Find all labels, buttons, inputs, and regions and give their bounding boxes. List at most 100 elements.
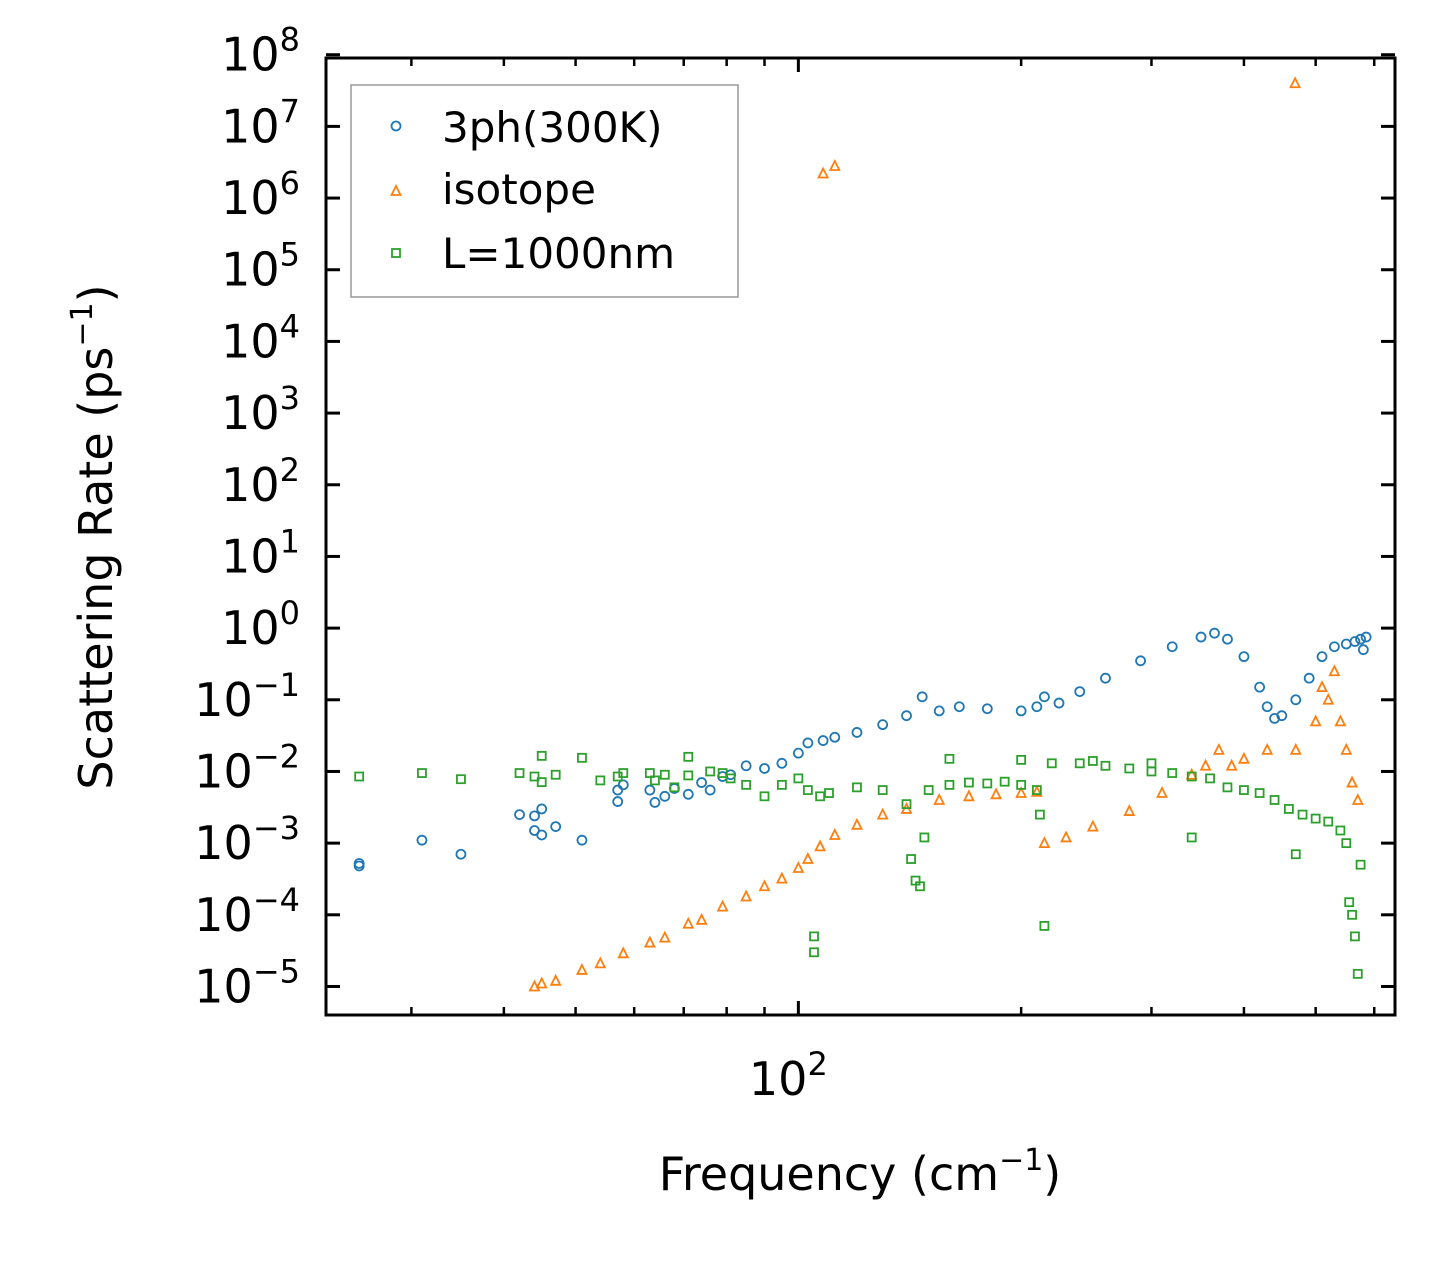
data-point bbox=[792, 860, 805, 873]
data-point bbox=[1237, 751, 1250, 764]
data-point bbox=[705, 766, 716, 777]
plot-frame bbox=[324, 56, 1397, 1017]
data-point bbox=[944, 753, 955, 764]
data-point bbox=[1360, 631, 1372, 643]
data-point bbox=[1030, 784, 1043, 797]
data-point bbox=[1031, 701, 1043, 713]
data-point bbox=[1357, 644, 1369, 656]
data-point bbox=[659, 769, 670, 780]
data-point bbox=[1254, 681, 1266, 693]
data-point bbox=[1276, 710, 1288, 722]
data-point bbox=[1135, 655, 1146, 667]
data-point bbox=[529, 771, 540, 782]
data-point bbox=[695, 912, 708, 925]
data-point bbox=[851, 817, 863, 830]
data-point bbox=[1053, 697, 1065, 709]
y-tick-label: 10−4 bbox=[194, 881, 300, 942]
data-point bbox=[650, 775, 660, 786]
data-point bbox=[953, 701, 965, 713]
data-point bbox=[1186, 832, 1197, 843]
data-point bbox=[923, 785, 934, 795]
data-point bbox=[1303, 672, 1315, 684]
data-point bbox=[514, 809, 525, 821]
legend-label-isotope: isotope bbox=[442, 165, 596, 214]
data-point bbox=[915, 881, 925, 892]
data-point bbox=[1289, 742, 1302, 755]
data-point bbox=[1185, 767, 1198, 780]
data-point bbox=[576, 834, 588, 846]
data-point bbox=[1016, 754, 1027, 765]
data-point bbox=[1310, 813, 1321, 824]
data-point bbox=[1074, 758, 1085, 769]
data-point bbox=[981, 703, 993, 715]
data-point bbox=[682, 916, 695, 929]
data-point bbox=[876, 807, 889, 820]
data-point bbox=[1166, 641, 1178, 653]
y-tick-label: 108 bbox=[221, 21, 300, 82]
data-point bbox=[1334, 714, 1347, 727]
data-point bbox=[1074, 686, 1086, 698]
data-point bbox=[1186, 771, 1197, 782]
data-point bbox=[1350, 931, 1360, 942]
data-point bbox=[1261, 701, 1273, 713]
data-point bbox=[549, 973, 562, 986]
data-point bbox=[536, 829, 548, 841]
legend: 3ph(300K) isotope L=1000nm bbox=[350, 84, 739, 298]
data-point bbox=[1195, 631, 1207, 643]
data-point bbox=[1309, 714, 1322, 727]
data-point bbox=[828, 159, 841, 171]
data-point bbox=[658, 930, 671, 943]
legend-label-3ph: 3ph(300K) bbox=[442, 103, 662, 152]
data-point bbox=[1340, 742, 1353, 755]
data-point bbox=[1239, 785, 1249, 795]
data-point bbox=[618, 768, 629, 778]
data-point bbox=[1199, 758, 1212, 771]
data-point bbox=[759, 763, 770, 774]
y-axis-label: Scattering Rate (ps−1) bbox=[65, 284, 123, 789]
data-point bbox=[916, 691, 928, 703]
y-tick-label: 104 bbox=[221, 307, 300, 368]
data-point bbox=[612, 796, 624, 807]
data-point bbox=[1335, 825, 1346, 836]
ticks-layer: 108 107 106 105 104 103 102 101 100 10−1 10−2 10−3 1… bbox=[194, 21, 1395, 1106]
data-point bbox=[793, 773, 804, 784]
data-point bbox=[456, 774, 466, 785]
data-point bbox=[1355, 859, 1366, 870]
data-point bbox=[776, 757, 788, 769]
data-point bbox=[704, 784, 716, 796]
data-point bbox=[851, 727, 863, 738]
data-point bbox=[1349, 636, 1361, 647]
data-point bbox=[802, 785, 813, 795]
data-point bbox=[919, 832, 930, 843]
data-point bbox=[683, 751, 694, 762]
data-point bbox=[536, 777, 547, 788]
data-point bbox=[982, 778, 993, 789]
data-point bbox=[644, 784, 656, 796]
data-point bbox=[644, 768, 655, 778]
data-point bbox=[535, 976, 548, 989]
data-point bbox=[1123, 804, 1136, 816]
data-point bbox=[740, 889, 753, 902]
data-point bbox=[514, 768, 525, 778]
x-axis-label: Frequency (cm−1) bbox=[659, 1143, 1062, 1201]
data-point bbox=[1222, 782, 1233, 793]
data-point bbox=[529, 810, 540, 822]
data-point bbox=[716, 899, 729, 912]
data-point bbox=[824, 788, 834, 798]
data-point bbox=[1124, 763, 1135, 774]
data-point bbox=[741, 779, 752, 790]
data-point bbox=[1039, 921, 1050, 931]
data-point bbox=[536, 750, 547, 761]
data-point bbox=[353, 858, 365, 869]
data-point bbox=[901, 710, 912, 722]
data-point bbox=[1347, 909, 1357, 920]
y-tick-label: 105 bbox=[221, 236, 300, 297]
data-point bbox=[1341, 838, 1352, 849]
data-point bbox=[906, 854, 916, 864]
data-point bbox=[1087, 756, 1098, 766]
data-point bbox=[962, 789, 975, 802]
data-point bbox=[1328, 641, 1340, 653]
data-point bbox=[528, 979, 541, 992]
data-point bbox=[829, 731, 841, 743]
data-point bbox=[933, 792, 946, 805]
